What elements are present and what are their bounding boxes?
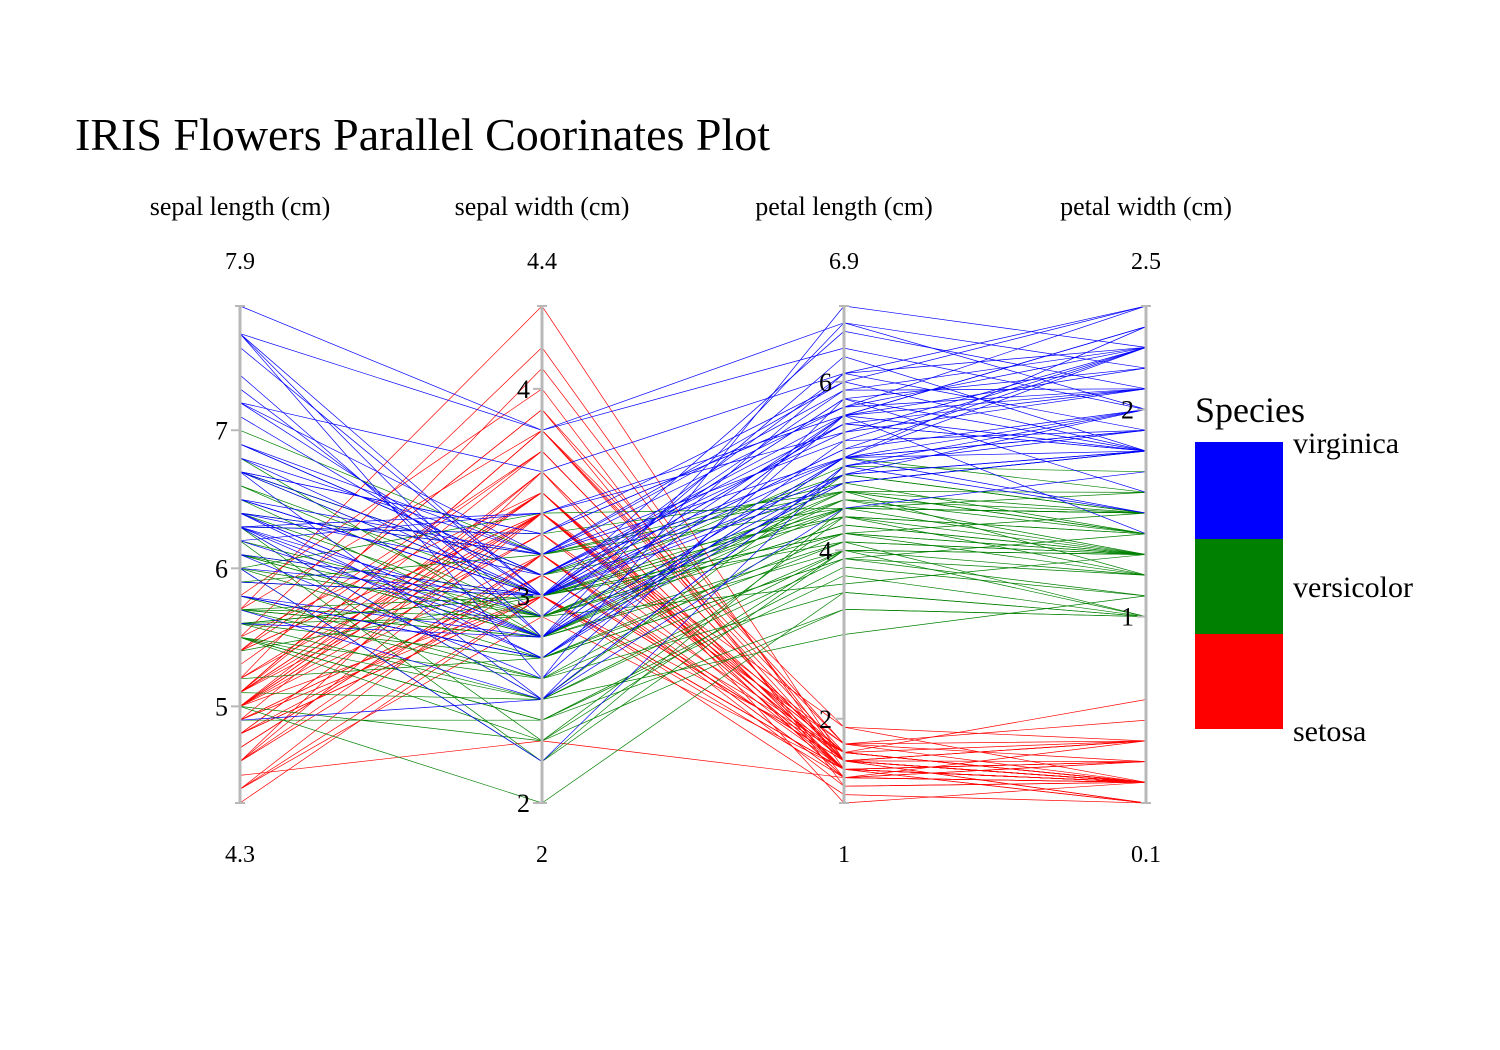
line-versicolor-41 [239, 516, 1147, 680]
legend-label-setosa: setosa [1293, 715, 1366, 748]
line-virginica-43 [239, 429, 1147, 659]
line-virginica-35 [239, 415, 1147, 680]
line-virginica-21 [239, 347, 1147, 555]
line-virginica-18 [239, 322, 1147, 431]
line-virginica-49 [239, 347, 1147, 542]
line-virginica-26 [239, 381, 1147, 555]
axis-sepal-width-cm-min-label: 2 [536, 842, 548, 868]
line-setosa-47 [239, 429, 1147, 783]
line-virginica-38 [239, 423, 1147, 576]
legend-swatch-versicolor [1195, 539, 1283, 634]
line-setosa-42 [239, 740, 1147, 779]
axes: 5 6 7 sepal length (cm) 7.9 4.3 2 3 4 sepal width… [150, 192, 1232, 868]
line-setosa-11 [239, 450, 1147, 783]
line-virginica-30 [239, 398, 1147, 597]
line-versicolor-40 [239, 549, 1147, 700]
legend-swatch-virginica [1195, 442, 1283, 539]
line-virginica-23 [239, 322, 1147, 638]
line-virginica-20 [239, 465, 1147, 763]
axis-sepal-width-cm-tick-label-3: 3 [517, 582, 530, 611]
line-virginica-17 [239, 423, 1147, 597]
line-virginica-11 [239, 409, 1147, 555]
axis-sepal-length-cm-tick-label-6: 6 [215, 554, 228, 583]
line-versicolor-44 [239, 608, 1147, 742]
line-versicolor-50 [239, 541, 1147, 638]
line-virginica-39 [239, 450, 1147, 597]
axis-petal-length-cm-tick-label-2: 2 [819, 705, 832, 734]
axis-sepal-width-cm-tick-label-2: 2 [517, 789, 530, 818]
line-virginica-1 [239, 305, 1147, 535]
line-virginica-45 [239, 305, 1147, 535]
line-virginica-41 [239, 326, 1147, 576]
line-virginica-16 [239, 347, 1147, 555]
line-setosa-43 [239, 554, 1147, 790]
legend-label-versicolor: versicolor [1293, 571, 1413, 604]
line-virginica-50 [239, 450, 1147, 597]
line-virginica-36 [239, 333, 1147, 597]
line-setosa-14 [239, 595, 1147, 804]
axis-petal-length-cm-tick-label-6: 6 [819, 368, 832, 397]
line-virginica-32 [239, 305, 1147, 431]
axis-sepal-length-cm-max-label: 7.9 [225, 249, 255, 275]
line-versicolor-48 [239, 524, 1147, 617]
axis-sepal-length-cm-tick-label-7: 7 [215, 416, 228, 445]
line-versicolor-38 [239, 516, 1147, 742]
axis-sepal-width-cm-title: sepal width (cm) [455, 192, 630, 221]
line-versicolor-22 [239, 549, 1147, 638]
data-lines [239, 305, 1147, 804]
line-virginica-12 [239, 429, 1147, 659]
axis-petal-length-cm-max-label: 6.9 [829, 249, 859, 275]
axis-petal-length-cm-title: petal length (cm) [755, 192, 933, 221]
axis-petal-width-cm-tick-label-1: 1 [1121, 603, 1134, 632]
axis-sepal-length-cm-title: sepal length (cm) [150, 192, 331, 221]
axis-petal-width-cm-title: petal width (cm) [1060, 192, 1232, 221]
line-versicolor-32 [239, 575, 1147, 721]
line-versicolor-30 [239, 592, 1147, 680]
line-setosa-49 [239, 450, 1147, 783]
line-setosa-44 [239, 491, 1147, 753]
legend: Species virginica versicolor setosa [1195, 390, 1413, 748]
line-versicolor-43 [239, 549, 1147, 680]
legend-title: Species [1195, 390, 1305, 430]
line-virginica-47 [239, 429, 1147, 700]
axis-petal-width-cm-min-label: 0.1 [1131, 842, 1161, 868]
line-virginica-10 [239, 305, 1147, 473]
line-versicolor-46 [239, 533, 1147, 611]
line-virginica-22 [239, 409, 1147, 638]
line-virginica-48 [239, 409, 1147, 597]
line-virginica-44 [239, 347, 1147, 555]
axis-petal-length-cm-tick-label-4: 4 [819, 536, 832, 565]
axis-sepal-length-cm-tick-label-5: 5 [215, 692, 228, 721]
line-virginica-42 [239, 347, 1147, 576]
axis-sepal-width-cm-max-label: 4.4 [527, 249, 557, 275]
line-setosa-9 [239, 616, 1147, 790]
axis-petal-width-cm-max-label: 2.5 [1131, 249, 1161, 275]
axis-petal-length-cm-min-label: 1 [838, 842, 850, 868]
line-versicolor-36 [239, 492, 1147, 569]
line-versicolor-49 [239, 595, 1147, 700]
axis-sepal-length-cm-min-label: 4.3 [225, 842, 255, 868]
legend-label-virginica: virginica [1293, 427, 1399, 460]
axis-petal-width-cm-tick-label-2: 2 [1121, 396, 1134, 425]
line-virginica-15 [239, 326, 1147, 638]
chart-title: IRIS Flowers Parallel Coorinates Plot [75, 109, 770, 160]
legend-swatch-setosa [1195, 634, 1283, 729]
axis-sepal-width-cm-tick-label-4: 4 [517, 375, 530, 404]
